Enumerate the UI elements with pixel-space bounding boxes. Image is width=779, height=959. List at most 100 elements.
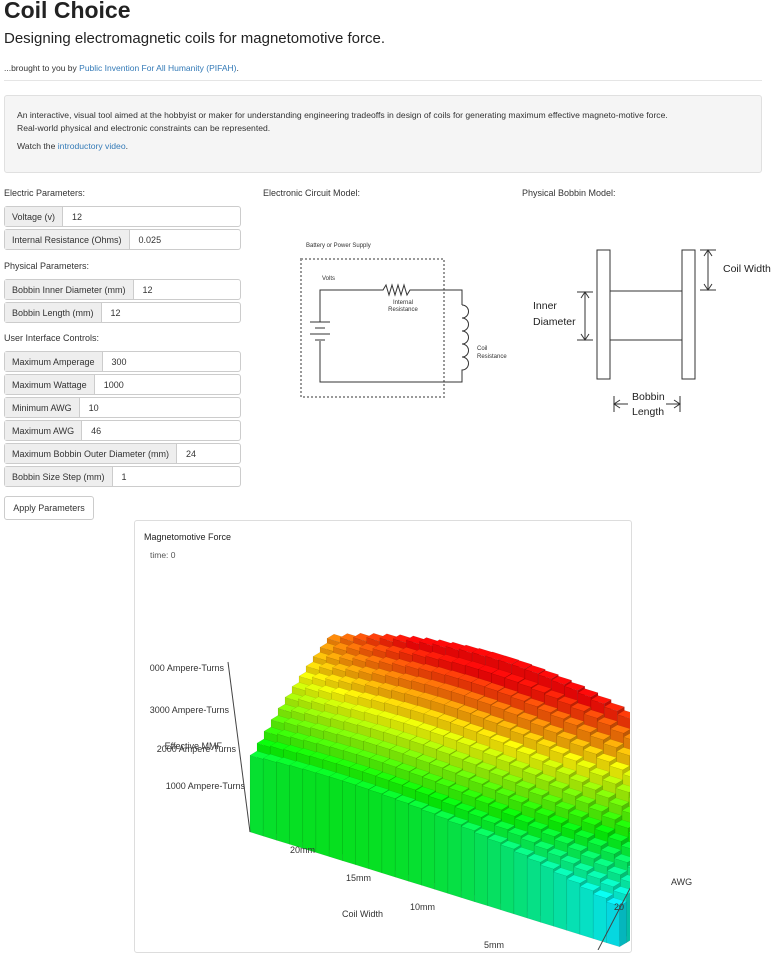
bar-face [641,838,661,846]
bar-face [546,847,569,857]
bar-face [375,740,398,750]
bar-face [574,795,597,805]
bar-face [562,752,584,762]
label: Bobbin [632,391,665,403]
bar-face [650,746,657,893]
bar-face [528,787,550,796]
bar-face [408,767,431,777]
z-axis-line [227,661,251,833]
bar-face [577,688,599,698]
input-value[interactable]: 300 [111,356,127,367]
bar-face [443,700,466,710]
pifah-link[interactable]: Public Invention For All Humanity (PIFAH… [79,63,237,73]
polyline [580,291,590,299]
bar-face [536,704,559,713]
bar-face [415,754,438,764]
input-group[interactable]: Maximum Bobbin Outer Diameter (mm) 24 [4,443,241,464]
y-axis-line [597,887,630,950]
input-group[interactable]: Internal Resistance (Ohms) 0.025 [4,229,241,250]
input-value[interactable]: 12 [142,284,153,295]
bar-face [526,853,549,863]
input-value[interactable]: 46 [91,425,102,436]
input-value[interactable]: 1 [121,471,127,482]
input-group[interactable]: Maximum AWG 46 [4,420,241,441]
video-link[interactable]: introductory video [57,141,126,151]
bar-face [629,759,630,893]
input-label: Maximum Amperage [5,352,103,371]
bar-face [629,755,630,894]
bar-face [508,760,531,769]
input-value[interactable]: 0.025 [138,234,162,245]
bar-face [615,783,630,793]
bar-face [655,811,675,819]
bar-face [555,766,577,776]
input-group[interactable]: Bobbin Inner Diameter (mm) 12 [4,279,241,300]
apply-button[interactable]: Apply Parameters [4,496,94,520]
bar-face [368,789,383,874]
bar-face [522,732,545,742]
bar-face [486,834,509,843]
input-group[interactable]: Minimum AWG 10 [4,397,241,418]
bar-face [341,776,364,786]
bar-face [637,737,644,888]
plot-time: time: 0 [150,550,176,560]
bar-face [441,797,463,806]
input-group[interactable]: Maximum Wattage 1000 [4,374,241,395]
bar-face [468,775,490,785]
bar-face [649,788,669,796]
bar-face [477,664,500,674]
z-tick-label: 000 Ampere-Turns [150,663,225,673]
byline: ...brought to you by Public Invention Fo… [4,63,239,73]
input-value[interactable]: 12 [110,307,121,318]
x-tick-label: 5mm [484,940,504,950]
bar-face [583,709,605,719]
bar-face [421,809,436,890]
input-group[interactable]: Voltage (v) 12 [4,206,241,227]
bar-face [594,824,616,834]
bar-face [573,829,596,839]
bar-face [407,799,430,809]
bar-face [612,886,630,896]
input-value[interactable]: 24 [186,448,197,459]
input-group[interactable]: Bobbin Length (mm) 12 [4,302,241,323]
bar-face [537,670,560,680]
bar-face [635,811,642,914]
input-group[interactable]: Bobbin Size Step (mm) 1 [4,466,241,487]
bar-face [556,696,579,705]
bar-face [450,687,473,696]
bar-face [535,738,558,748]
bar-face [662,828,669,921]
bar-face [657,736,677,744]
bar-face [683,787,690,909]
input-value[interactable]: 10 [88,402,99,413]
bar-face [514,814,536,824]
bar-face [382,727,405,737]
bar-face [514,780,537,790]
input-label: Internal Resistance (Ohms) [5,230,130,249]
input-group[interactable]: Maximum Amperage 300 [4,351,241,372]
polyline [703,283,713,291]
bar-face [657,731,664,888]
input-value[interactable]: 1000 [103,379,124,390]
bar-face [394,794,417,804]
bar-face [655,842,662,926]
bar-face [474,832,488,907]
bar-face [579,882,601,891]
byline-prefix: ...brought to you by [4,63,77,73]
bar-face [609,724,630,734]
bar-face [534,807,556,817]
bar-face [608,761,630,771]
bar-face [515,746,538,756]
bar-face [500,844,515,915]
input-value[interactable]: 12 [72,211,83,222]
bar-face [429,727,452,737]
section-heading: Physical Parameters: [4,261,90,271]
bar-face [454,802,476,812]
bar-face [535,773,557,783]
bar-face [500,840,522,850]
bar-face [497,655,520,665]
g: Battery or Power Supply Volts Internal R… [306,243,507,360]
bar-face [670,740,677,893]
bar-face [619,874,630,883]
input-label: Maximum Wattage [5,375,95,394]
